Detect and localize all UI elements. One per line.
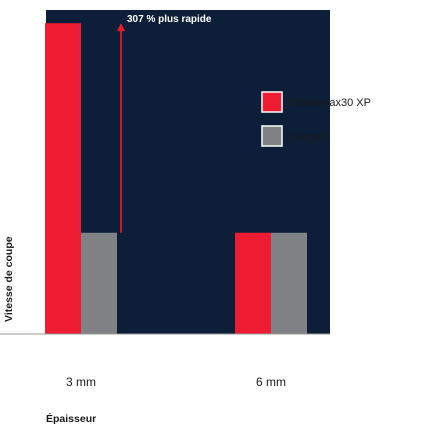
bar-powermax30xp-2	[235, 232, 271, 334]
legend: Powermax30 XP Oxygaz	[261, 91, 371, 147]
legend-swatch-oxygaz	[261, 125, 283, 147]
x-tick-labels: 3 mm 6 mm	[66, 375, 286, 389]
annotation-arrow-head	[117, 23, 125, 32]
x-axis-title: Épaisseur	[46, 412, 96, 425]
x-tick-label-1: 3 mm	[66, 375, 96, 389]
annotation-label: 307 % plus rapide	[127, 14, 212, 25]
y-axis-title: Vitesse de coupe	[3, 236, 15, 322]
legend-swatch-powermax30xp	[261, 91, 283, 113]
bar-oxygaz-1	[81, 232, 117, 334]
bar-oxygaz-2	[271, 232, 307, 334]
legend-label-powermax30xp: Powermax30 XP	[289, 97, 371, 109]
bar-powermax30xp-1	[45, 23, 81, 334]
annotation-group: 307 % plus rapide	[117, 14, 212, 233]
legend-label-oxygaz: Oxygaz	[289, 131, 326, 143]
bars-group	[45, 23, 307, 334]
x-tick-label-2: 6 mm	[256, 375, 286, 389]
